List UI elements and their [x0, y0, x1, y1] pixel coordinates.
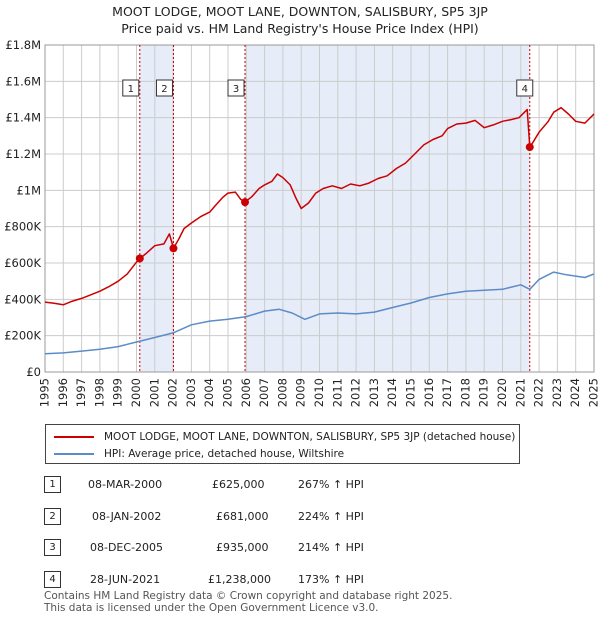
sale-label-box	[155, 79, 173, 97]
x-tick-label: 2014	[385, 378, 399, 407]
sale-date: 08-DEC-2005	[90, 541, 164, 554]
y-tick-label: £0	[26, 365, 41, 379]
legend: MOOT LODGE, MOOT LANE, DOWNTON, SALISBUR…	[45, 424, 520, 464]
sale-hpi-change: 267% ↑ HPI	[298, 478, 364, 491]
y-tick-label: £200K	[4, 329, 41, 343]
y-tick-label: £1M	[16, 183, 41, 197]
sale-date: 08-JAN-2002	[92, 509, 162, 523]
legend-swatch-property	[54, 436, 94, 438]
x-tick-label: 1998	[92, 378, 106, 407]
sale-point	[525, 143, 534, 152]
x-tick-label: 2016	[422, 378, 436, 407]
y-tick-label: £1.8M	[5, 38, 41, 52]
sale-label: 2	[161, 84, 167, 95]
sale-price: £681,000	[216, 509, 269, 523]
attribution-footer: Contains HM Land Registry data © Crown c…	[44, 590, 452, 614]
property-price-line	[44, 106, 595, 306]
x-tick-label: 2023	[550, 378, 564, 407]
sale-point	[241, 198, 250, 207]
x-tick-label: 2011	[330, 378, 344, 407]
y-tick-label: £800K	[4, 220, 41, 234]
x-tick-label: 1999	[111, 378, 125, 407]
x-tick-label: 2000	[129, 378, 143, 407]
sale-point	[169, 244, 178, 253]
sale-number-badge: 4	[44, 570, 61, 588]
legend-item-hpi: HPI: Average price, detached house, Wilt…	[54, 446, 344, 462]
hpi-line	[44, 271, 595, 355]
x-tick-label: 1995	[38, 378, 52, 407]
x-tick-label: 2024	[568, 378, 582, 407]
x-tick-label: 2012	[349, 378, 363, 407]
sale-number-badge: 2	[44, 507, 61, 525]
x-tick-label: 2005	[221, 378, 235, 407]
x-tick-label: 2008	[275, 378, 289, 407]
title-line-1: MOOT LODGE, MOOT LANE, DOWNTON, SALISBUR…	[112, 4, 488, 19]
legend-label-hpi: HPI: Average price, detached house, Wilt…	[104, 448, 345, 460]
sale-label: 1	[128, 84, 134, 95]
sale-number-badge: 3	[44, 539, 61, 556]
sale-date: 08-MAR-2000	[88, 478, 163, 491]
x-tick-label: 2025	[587, 378, 600, 407]
x-tick-label: 2002	[166, 378, 180, 407]
x-tick-label: 2015	[404, 378, 418, 407]
sale-date: 28-JUN-2021	[90, 572, 161, 586]
y-tick-label: £1.4M	[5, 111, 41, 125]
sale-row: 1 08-MAR-2000 £625,000 267% ↑ HPI	[44, 472, 464, 504]
x-tick-label: 2006	[239, 378, 253, 407]
x-tick-label: 2003	[184, 378, 198, 407]
sale-row: 4 28-JUN-2021 £1,238,000 173% ↑ HPI	[44, 567, 464, 599]
x-tick-label: 2018	[458, 378, 472, 407]
x-tick-label: 2009	[294, 378, 308, 407]
y-tick-label: £1.2M	[5, 147, 41, 161]
sale-label-box	[227, 79, 245, 97]
price-chart: 1 2 3 4 £0 £200K £400K £600K £800K £1M £1.2M £1.4M £…	[4, 38, 600, 407]
footer-line-1: Contains HM Land Registry data © Crown c…	[44, 590, 453, 602]
legend-swatch-hpi	[54, 453, 94, 455]
plot-frame	[44, 44, 595, 373]
x-tick-label: 2010	[312, 378, 326, 407]
sale-price: £625,000	[212, 478, 265, 491]
legend-item-property: MOOT LODGE, MOOT LANE, DOWNTON, SALISBUR…	[54, 429, 515, 445]
x-tick-label: 1996	[56, 378, 70, 407]
sale-row: 3 08-DEC-2005 £935,000 214% ↑ HPI	[44, 535, 464, 567]
x-tick-label: 2017	[440, 378, 454, 407]
x-tick-label: 2004	[202, 378, 216, 407]
x-tick-label: 2007	[257, 378, 271, 407]
sale-hpi-change: 214% ↑ HPI	[298, 541, 364, 554]
sale-number-badge: 1	[44, 476, 61, 493]
x-tick-label: 2013	[367, 378, 381, 407]
footer-line-2: This data is licensed under the Open Gov…	[44, 602, 379, 614]
sale-row: 2 08-JAN-2002 £681,000 224% ↑ HPI	[44, 504, 464, 536]
title-line-2: Price paid vs. HM Land Registry's House …	[121, 21, 479, 36]
x-tick-label: 2022	[532, 378, 546, 407]
shaded-ownership-band	[139, 45, 174, 372]
x-tick-label: 2021	[513, 378, 527, 407]
sale-label: 3	[233, 84, 239, 95]
y-tick-label: £1.6M	[5, 74, 41, 88]
x-tick-label: 2019	[477, 378, 491, 407]
sale-price: £935,000	[216, 541, 269, 554]
sale-price: £1,238,000	[208, 572, 271, 586]
chart-title: MOOT LODGE, MOOT LANE, DOWNTON, SALISBUR…	[0, 3, 600, 37]
x-tick-label: 1997	[74, 378, 88, 407]
sale-hpi-change: 173% ↑ HPI	[298, 572, 364, 586]
x-tick-label: 2020	[495, 378, 509, 407]
sale-label-box	[516, 79, 534, 97]
legend-label-property: MOOT LODGE, MOOT LANE, DOWNTON, SALISBUR…	[104, 431, 516, 443]
sales-table: 1 08-MAR-2000 £625,000 267% ↑ HPI 2 08-J…	[44, 472, 464, 598]
shaded-ownership-band	[245, 45, 530, 372]
sale-hpi-change: 224% ↑ HPI	[298, 509, 364, 523]
y-tick-label: £400K	[4, 292, 41, 306]
sale-label: 4	[522, 84, 528, 95]
x-tick-label: 2001	[147, 378, 161, 407]
sale-label-box	[122, 79, 140, 97]
sale-point	[135, 254, 144, 263]
y-tick-label: £600K	[4, 256, 41, 270]
